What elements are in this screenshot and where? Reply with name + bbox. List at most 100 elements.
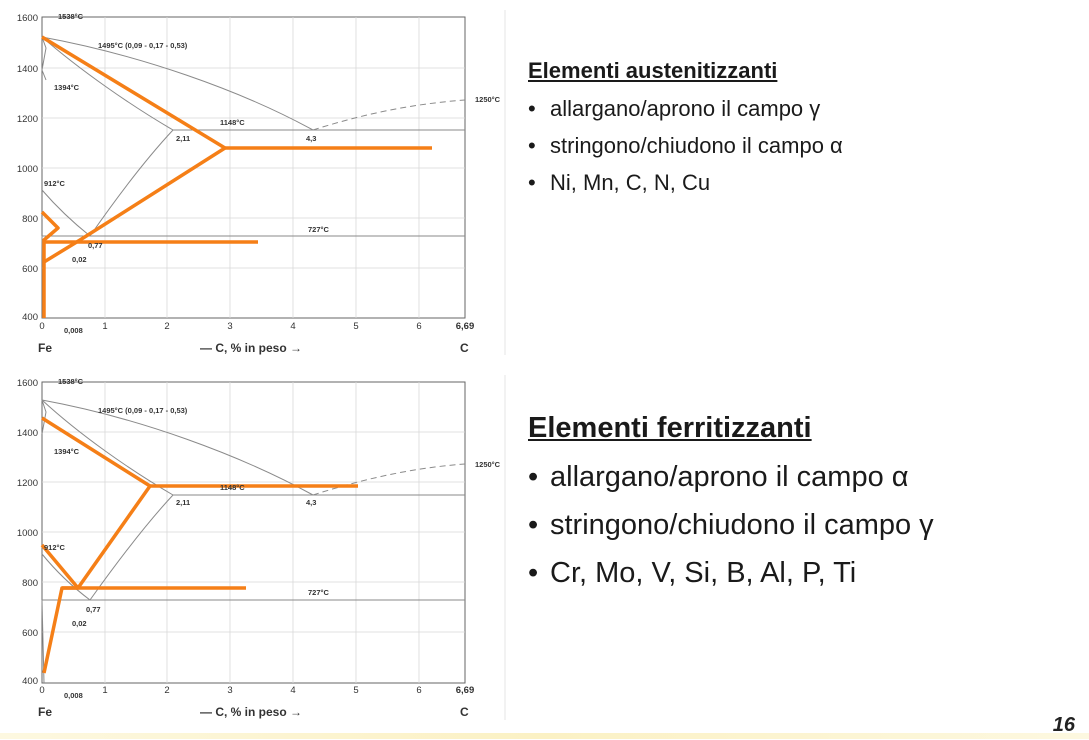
- x-tick-labels: 0 1 2 3 4 5 6 6,69: [39, 321, 474, 332]
- x-tick: 1: [102, 685, 107, 696]
- x-tick: 1: [102, 321, 107, 332]
- phase-lines: [41, 399, 465, 684]
- grid: [42, 17, 465, 318]
- label-211: 2,11: [176, 134, 190, 143]
- phase-diagram-svg: 1600 1400 1200 1000 800 600 400 0 1 2 3 …: [17, 375, 506, 720]
- bullet-marker: •: [528, 509, 539, 541]
- ferritizing-block: Elementi ferritizzanti • allargano/aprono…: [528, 412, 934, 597]
- label-1148: 1148°C: [220, 483, 245, 492]
- c-label: C: [460, 341, 469, 355]
- bullet-marker: •: [528, 96, 536, 121]
- y-tick: 600: [22, 264, 38, 275]
- phase-lines: [41, 36, 465, 319]
- label-0008: 0,008: [64, 691, 83, 700]
- axis-title: — C, % in peso →: [200, 341, 302, 355]
- fe-c-diagram-ferritizing: 1600 1400 1200 1000 800 600 400 0 1 2 3 …: [0, 370, 510, 740]
- x-tick: 0: [39, 321, 44, 332]
- bullet-marker: •: [528, 133, 536, 158]
- label-727: 727°C: [308, 225, 330, 234]
- diagram-frame: [41, 16, 466, 319]
- bullet-marker: •: [528, 170, 536, 195]
- annotations: 1538°C 1495°C (0,09 - 0,17 - 0,53) 1394°…: [44, 12, 501, 335]
- label-1250: 1250°C: [475, 95, 501, 104]
- y-tick: 400: [22, 312, 38, 323]
- bullet-text: stringono/chiudono il campo γ: [550, 509, 934, 541]
- x-tick: 2: [164, 685, 169, 696]
- bullet-text: allargano/aprono il campo γ: [550, 96, 821, 121]
- x-tick: 5: [353, 685, 358, 696]
- x-tick: 0: [39, 685, 44, 696]
- fe-label: Fe: [38, 705, 52, 719]
- x-tick: 5: [353, 321, 358, 332]
- grid: [42, 382, 465, 683]
- x-tick: 3: [227, 685, 232, 696]
- y-tick-labels: 1600 1400 1200 1000 800 600 400: [17, 13, 38, 323]
- y-tick: 1200: [17, 114, 38, 125]
- x-tick: 2: [164, 321, 169, 332]
- x-tick: 4: [290, 321, 295, 332]
- dashed-liquidus: [312, 463, 466, 496]
- bullet-text: stringono/chiudono il campo α: [550, 133, 843, 158]
- label-002: 0,02: [72, 255, 87, 264]
- y-tick: 1400: [17, 428, 38, 439]
- label-43: 4,3: [306, 498, 316, 507]
- label-912: 912°C: [44, 543, 66, 552]
- diagram-frame: [41, 381, 466, 684]
- bullet-text: allargano/aprono il campo α: [550, 461, 909, 493]
- orange-overlay: [40, 416, 358, 674]
- x-tick: 4: [290, 685, 295, 696]
- orange-overlay: [40, 35, 432, 318]
- label-002: 0,02: [72, 619, 87, 628]
- y-tick: 1600: [17, 13, 38, 24]
- label-1394: 1394°C: [54, 447, 80, 456]
- bullet-item: • stringono/chiudono il campo γ: [528, 501, 934, 549]
- y-tick: 1600: [17, 378, 38, 389]
- annotations: 1538°C 1495°C (0,09 - 0,17 - 0,53) 1394°…: [44, 377, 501, 700]
- bullet-item: • stringono/chiudono il campo α: [528, 127, 843, 164]
- ferritizing-title: Elementi ferritizzanti: [528, 412, 812, 444]
- label-912: 912°C: [44, 179, 66, 188]
- label-1495: 1495°C (0,09 - 0,17 - 0,53): [98, 406, 188, 415]
- label-1538: 1538°C: [58, 377, 84, 386]
- label-1538: 1538°C: [58, 12, 84, 21]
- y-tick: 800: [22, 578, 38, 589]
- page-number: 16: [1052, 714, 1075, 736]
- label-211: 2,11: [176, 498, 190, 507]
- label-727: 727°C: [308, 588, 330, 597]
- y-tick: 400: [22, 676, 38, 687]
- x-tick: 6,69: [456, 685, 475, 696]
- label-43: 4,3: [306, 134, 316, 143]
- bullet-item: • Ni, Mn, C, N, Cu: [528, 164, 843, 201]
- y-tick: 800: [22, 214, 38, 225]
- axis-title: — C, % in peso →: [200, 705, 302, 719]
- x-tick: 6,69: [456, 321, 475, 332]
- fe-c-diagram-austenitizing: 1600 1400 1200 1000 800 600 400 0 1 2 3 …: [0, 0, 510, 370]
- label-077: 0,77: [88, 241, 103, 250]
- bullet-item: • allargano/aprono il campo γ: [528, 90, 843, 127]
- y-tick: 600: [22, 628, 38, 639]
- label-1394: 1394°C: [54, 83, 80, 92]
- x-tick-labels: 0 1 2 3 4 5 6 6,69: [39, 685, 474, 696]
- bullet-text: Ni, Mn, C, N, Cu: [550, 170, 711, 195]
- footer-bar: [0, 733, 1089, 739]
- c-label: C: [460, 705, 469, 719]
- x-tick: 3: [227, 321, 232, 332]
- fe-label: Fe: [38, 341, 52, 355]
- y-tick: 1200: [17, 478, 38, 489]
- label-1250: 1250°C: [475, 460, 501, 469]
- axis-labels: Fe — C, % in peso → C: [38, 341, 469, 355]
- label-1148: 1148°C: [220, 118, 245, 127]
- x-tick: 6: [416, 321, 421, 332]
- y-tick: 1000: [17, 164, 38, 175]
- bullet-item: • Cr, Mo, V, Si, B, Al, P, Ti: [528, 549, 934, 597]
- y-tick: 1000: [17, 528, 38, 539]
- phase-diagram-svg: 1600 1400 1200 1000 800 600 400 0 1 2 3 …: [17, 10, 506, 355]
- austenitizing-title: Elementi austenitizzanti: [528, 58, 778, 83]
- y-tick: 1400: [17, 64, 38, 75]
- dashed-liquidus: [312, 99, 466, 131]
- bullet-marker: •: [528, 461, 539, 493]
- axis-labels: Fe — C, % in peso → C: [38, 705, 469, 719]
- label-077: 0,77: [86, 605, 101, 614]
- austenitizing-block: Elementi austenitizzanti • allargano/apro…: [528, 58, 843, 201]
- x-tick: 6: [416, 685, 421, 696]
